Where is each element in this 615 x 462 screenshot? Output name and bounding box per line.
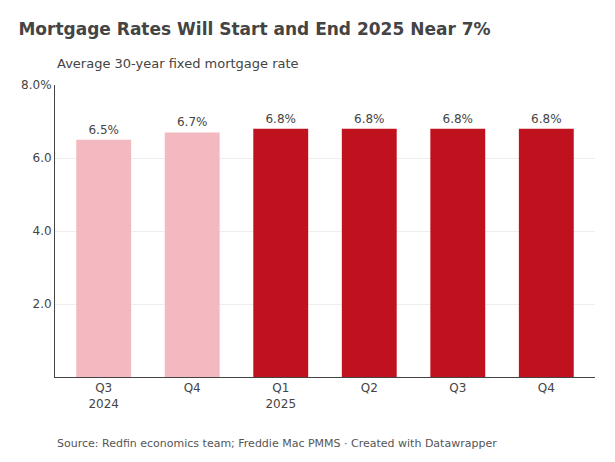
svg-text:Q4: Q4 xyxy=(538,381,555,395)
svg-text:Source: Redfin economics team;: Source: Redfin economics team; Freddie M… xyxy=(57,437,497,450)
svg-text:Q12025: Q12025 xyxy=(265,381,296,411)
svg-text:6.8%: 6.8% xyxy=(443,112,474,126)
svg-text:Q3: Q3 xyxy=(449,381,466,395)
svg-text:8.0%: 8.0% xyxy=(21,78,52,92)
svg-text:6.8%: 6.8% xyxy=(354,112,385,126)
svg-text:6.8%: 6.8% xyxy=(531,112,562,126)
svg-text:Average 30-year fixed mortgage: Average 30-year fixed mortgage rate xyxy=(57,56,299,71)
svg-text:6.5%: 6.5% xyxy=(88,123,119,137)
svg-text:Q32024: Q32024 xyxy=(88,381,119,411)
svg-text:6.8%: 6.8% xyxy=(265,112,296,126)
svg-text:Q2: Q2 xyxy=(361,381,378,395)
svg-text:6.0: 6.0 xyxy=(33,151,52,165)
svg-text:2.0: 2.0 xyxy=(33,297,52,311)
svg-text:Mortgage Rates Will Start and: Mortgage Rates Will Start and End 2025 N… xyxy=(18,19,490,39)
svg-text:4.0: 4.0 xyxy=(33,224,52,238)
svg-text:6.7%: 6.7% xyxy=(177,115,208,129)
svg-text:Q4: Q4 xyxy=(184,381,201,395)
